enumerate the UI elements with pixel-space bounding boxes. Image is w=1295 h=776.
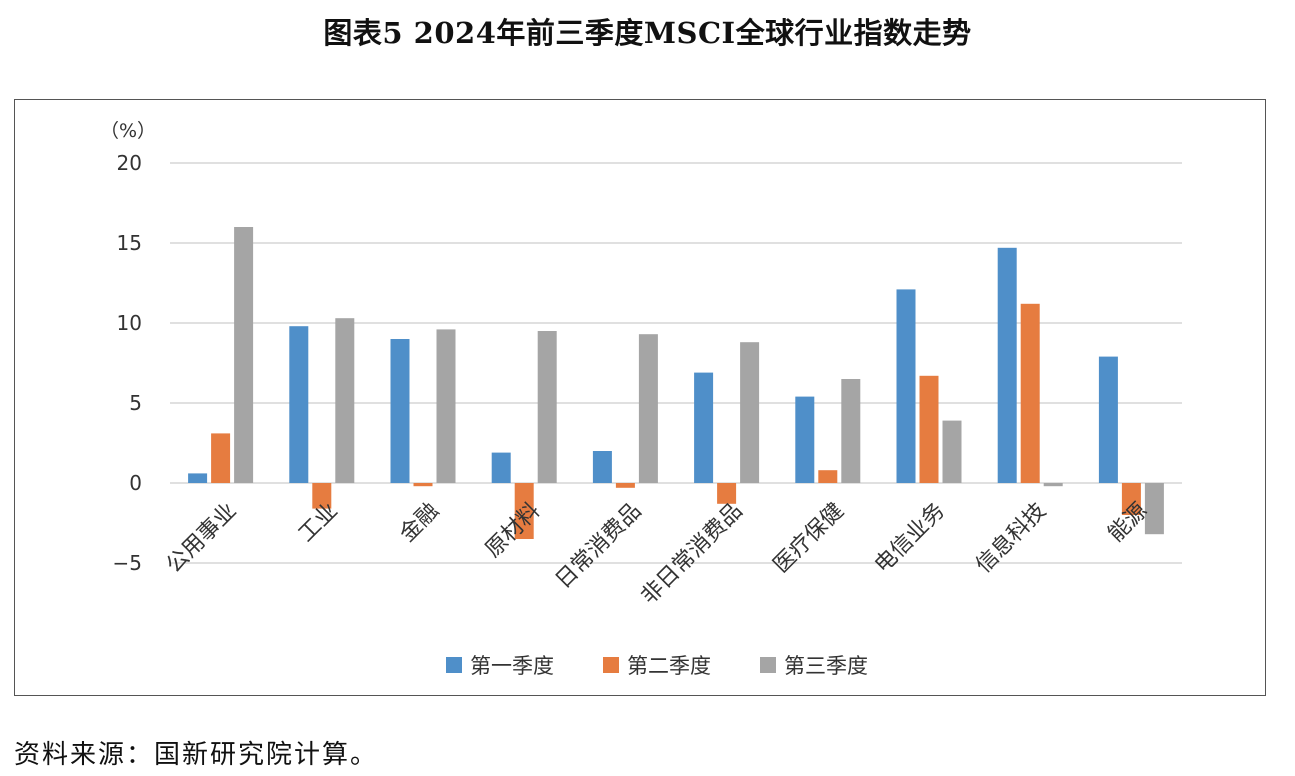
bar-2	[919, 375, 939, 483]
bar-2	[615, 483, 635, 488]
bar-1	[694, 372, 714, 483]
bar-3	[740, 342, 760, 483]
bar-2	[211, 433, 231, 483]
bar-3	[436, 329, 456, 483]
bar-3	[942, 420, 962, 483]
bar-3	[1144, 483, 1164, 535]
bar-3	[841, 379, 861, 483]
y-tick-label: 10	[117, 311, 142, 335]
x-category-label: 原材料	[481, 498, 545, 562]
source-note: 资料来源：国新研究院计算。	[14, 740, 379, 770]
y-tick-label: 20	[117, 151, 142, 175]
x-category-label: 医疗保健	[769, 498, 849, 578]
x-category-label: 工业	[294, 498, 343, 547]
bar-2	[312, 483, 332, 509]
bar-2	[413, 483, 433, 487]
bar-1	[390, 339, 410, 483]
bar-3	[234, 227, 254, 483]
bar-3	[1043, 483, 1063, 487]
bar-2	[514, 483, 534, 539]
chart-title: 图表5 2024年前三季度MSCI全球行业指数走势	[323, 16, 972, 50]
bar-1	[289, 326, 309, 483]
bar-1	[896, 289, 916, 483]
legend-swatch	[446, 657, 462, 673]
y-tick-label: 15	[117, 231, 142, 255]
bar-2	[1020, 303, 1040, 483]
x-category-label: 金融	[395, 498, 444, 547]
y-tick-label: −5	[113, 551, 142, 575]
bar-1	[188, 473, 208, 483]
y-tick-label: 0	[129, 471, 142, 495]
bar-3	[335, 318, 355, 483]
bar-3	[638, 334, 658, 483]
legend-swatch	[760, 657, 776, 673]
bar-1	[491, 452, 511, 483]
bar-2	[1121, 483, 1141, 515]
bar-2	[818, 470, 838, 483]
y-axis-unit-label: （%）	[100, 120, 156, 142]
x-category-label: 日常消费品	[551, 498, 646, 593]
x-category-label: 公用事业	[162, 498, 242, 578]
x-category-label: 非日常消费品	[637, 498, 748, 609]
legend-swatch	[603, 657, 619, 673]
legend-label: 第一季度	[470, 654, 554, 678]
bar-1	[592, 451, 612, 483]
legend-label: 第三季度	[784, 654, 868, 678]
x-category-label: 信息科技	[971, 498, 1051, 578]
bar-3	[537, 331, 557, 483]
x-category-label: 电信业务	[870, 498, 950, 578]
bar-1	[1098, 356, 1118, 483]
bar-1	[997, 247, 1017, 483]
bar-1	[795, 396, 815, 483]
legend-label: 第二季度	[627, 654, 711, 678]
bar-2	[717, 483, 737, 504]
y-tick-label: 5	[129, 391, 142, 415]
